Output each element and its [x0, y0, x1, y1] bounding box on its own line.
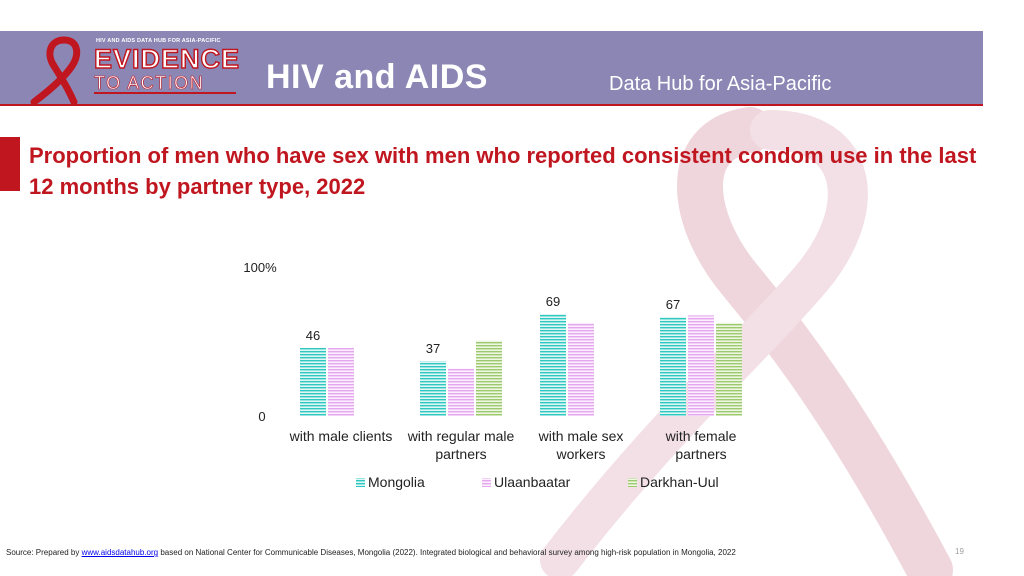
slide-title: Proportion of men who have sex with men …	[29, 143, 977, 199]
evidence-to-action-logo: HIV AND AIDS DATA HUB FOR ASIA-PACIFIC E…	[28, 36, 243, 106]
category-label-1-1: partners	[435, 446, 486, 462]
category-label-2-0: with male sex	[538, 428, 624, 444]
banner-title: HIV and AIDS	[266, 58, 488, 96]
category-label-2-1: workers	[555, 446, 605, 462]
bar-darkhan-uul-1	[476, 340, 502, 416]
red-ribbon-icon	[30, 36, 81, 106]
data-label-1: 37	[426, 341, 440, 356]
category-label-1-0: with regular male	[407, 428, 515, 444]
legend-label-2: Darkhan-Uul	[640, 474, 719, 490]
category-label-3-1: partners	[675, 446, 726, 462]
y-tick-label-100: 100%	[243, 260, 277, 275]
bar-mongolia-0	[300, 347, 326, 416]
page-number: 19	[955, 547, 964, 556]
title-accent-bar	[0, 137, 20, 191]
bar-mongolia-3	[660, 316, 686, 416]
y-tick-label-0: 0	[258, 409, 265, 424]
category-label-0-0: with male clients	[289, 428, 393, 444]
legend-label-0: Mongolia	[368, 474, 425, 490]
bar-ulaanbaatar-0	[328, 347, 354, 416]
bar-ulaanbaatar-1	[448, 368, 474, 416]
source-prefix: Source: Prepared by	[6, 548, 80, 557]
legend-label-1: Ulaanbaatar	[494, 474, 571, 490]
category-label-3-0: with female	[665, 428, 737, 444]
legend-swatch-1	[482, 478, 491, 487]
ribbon-watermark-icon	[540, 107, 953, 576]
data-label-0: 46	[306, 328, 320, 343]
bar-ulaanbaatar-3	[688, 315, 714, 416]
source-note: Source: Prepared by www.aidsdatahub.org …	[6, 548, 736, 557]
data-label-3: 67	[666, 297, 680, 312]
bar-ulaanbaatar-2	[568, 322, 594, 416]
bar-darkhan-uul-3	[716, 322, 742, 416]
bar-mongolia-1	[420, 361, 446, 416]
bar-mongolia-2	[540, 313, 566, 416]
data-label-2: 69	[546, 294, 560, 309]
logo-underline	[94, 92, 236, 94]
logo-to-action-text: TO ACTION	[94, 73, 205, 94]
legend-swatch-2	[628, 478, 637, 487]
source-suffix: based on National Center for Communicabl…	[160, 548, 736, 557]
legend-swatch-0	[356, 478, 365, 487]
source-link[interactable]: www.aidsdatahub.org	[81, 548, 159, 557]
banner-subtitle: Data Hub for Asia-Pacific	[609, 73, 832, 95]
logo-evidence-text: EVIDENCE	[93, 44, 241, 74]
logo-tagline: HIV AND AIDS DATA HUB FOR ASIA-PACIFIC	[96, 38, 221, 44]
